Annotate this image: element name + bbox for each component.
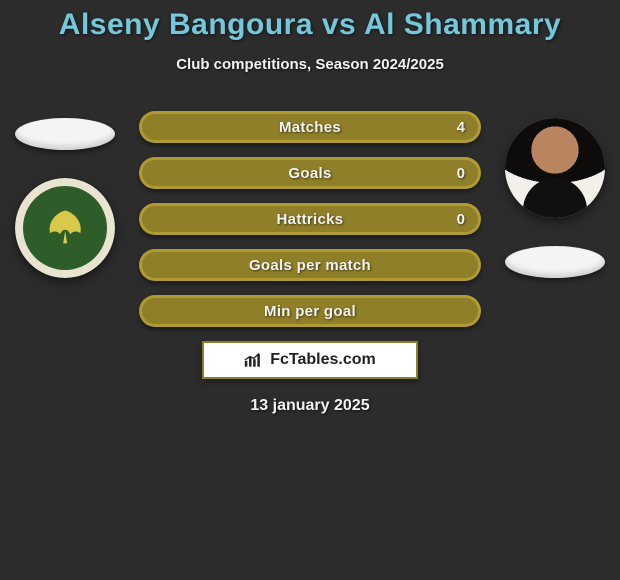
right-player-avatar <box>505 118 605 218</box>
crest-core <box>23 186 107 270</box>
stat-bar: Goals 0 <box>139 157 481 189</box>
right-country-pill <box>505 246 605 278</box>
subtitle: Club competitions, Season 2024/2025 <box>0 56 620 73</box>
left-club-crest <box>15 178 115 278</box>
stat-label: Goals <box>139 157 481 189</box>
brand-label: FcTables.com <box>270 351 376 369</box>
stat-bar: Goals per match <box>139 249 481 281</box>
date-label: 13 january 2025 <box>0 397 620 415</box>
stat-label: Matches <box>139 111 481 143</box>
left-player-column <box>10 118 120 278</box>
page-title: Alseny Bangoura vs Al Shammary <box>0 0 620 42</box>
stat-bar: Matches 4 <box>139 111 481 143</box>
stat-bars: Matches 4 Goals 0 Hattricks 0 Goals per … <box>139 111 481 327</box>
stat-label: Goals per match <box>139 249 481 281</box>
stat-label: Min per goal <box>139 295 481 327</box>
stat-label: Hattricks <box>139 203 481 235</box>
player-photo-placeholder <box>505 118 605 218</box>
stat-bar: Hattricks 0 <box>139 203 481 235</box>
stat-bar: Min per goal <box>139 295 481 327</box>
right-player-column <box>500 118 610 278</box>
stat-right-value: 4 <box>457 111 465 143</box>
brand-box[interactable]: FcTables.com <box>202 341 418 379</box>
bar-chart-icon <box>244 352 264 368</box>
left-country-pill <box>15 118 115 150</box>
stat-right-value: 0 <box>457 203 465 235</box>
stat-right-value: 0 <box>457 157 465 189</box>
comparison-card: Alseny Bangoura vs Al Shammary Club comp… <box>0 0 620 580</box>
eagle-icon <box>40 203 90 253</box>
